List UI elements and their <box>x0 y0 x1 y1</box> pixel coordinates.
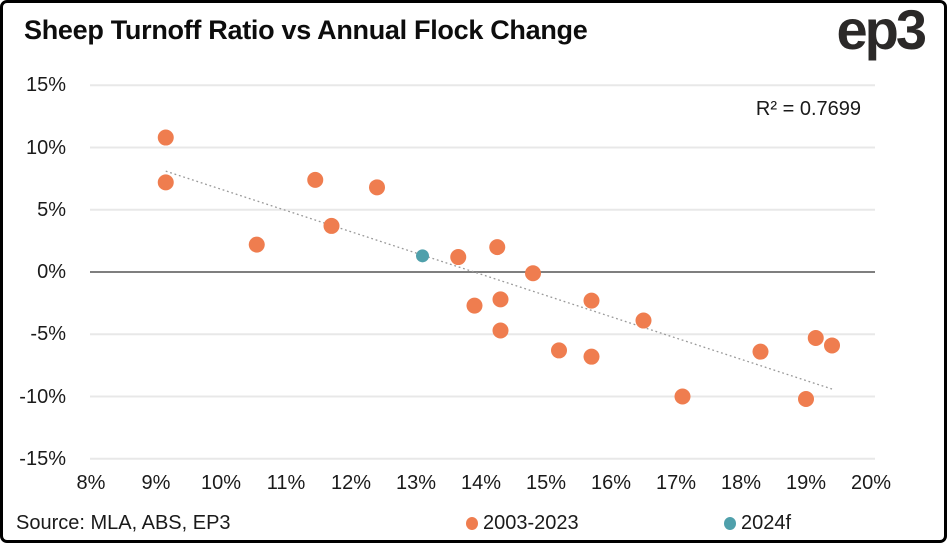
legend-item-2024f: 2024f <box>724 512 791 535</box>
y-tick-label: 10% <box>25 136 66 159</box>
x-tick-label: 18% <box>720 472 762 494</box>
x-tick-label: 17% <box>655 472 697 494</box>
x-tick-label: 19% <box>785 472 827 494</box>
ep3-logo: ep3 <box>836 0 927 61</box>
scatter-point-2003-2023 <box>824 337 840 354</box>
scatter-point-2003-2023 <box>583 292 600 309</box>
legend-marker-2024f-icon <box>724 517 736 530</box>
scatter-plot <box>90 84 875 460</box>
scatter-point-2003-2023 <box>798 390 814 407</box>
x-tick-label: 15% <box>525 472 567 494</box>
scatter-point-2003-2023 <box>674 388 691 405</box>
scatter-point-2024f <box>416 249 429 263</box>
scatter-point-2003-2023 <box>248 236 265 253</box>
y-tick-label: 5% <box>37 198 66 221</box>
y-tick-label: -10% <box>19 385 66 408</box>
source-note: Source: MLA, ABS, EP3 <box>16 512 231 534</box>
scatter-point-2003-2023 <box>307 171 324 188</box>
scatter-point-2003-2023 <box>450 249 467 266</box>
scatter-point-2003-2023 <box>489 239 506 256</box>
x-tick-label: 13% <box>395 472 437 494</box>
x-tick-label: 16% <box>590 472 632 494</box>
y-tick-label: 0% <box>37 261 66 283</box>
scatter-point-2003-2023 <box>525 265 541 282</box>
x-tick-label: 10% <box>200 472 242 494</box>
scatter-point-2003-2023 <box>323 217 340 234</box>
scatter-point-2003-2023 <box>752 343 769 360</box>
scatter-point-2003-2023 <box>157 129 174 146</box>
x-tick-label: 9% <box>141 472 171 494</box>
x-tick-label: 20% <box>850 472 892 494</box>
x-tick-label: 8% <box>76 472 106 494</box>
scatter-point-2003-2023 <box>492 291 509 308</box>
scatter-point-2003-2023 <box>157 174 174 191</box>
scatter-point-2003-2023 <box>466 297 483 314</box>
legend-marker-2003-2023-icon <box>466 517 478 530</box>
scatter-point-2003-2023 <box>492 322 509 339</box>
chart-title: Sheep Turnoff Ratio vs Annual Flock Chan… <box>24 15 588 45</box>
legend-item-2003-2023: 2003-2023 <box>466 512 579 535</box>
trend-line <box>165 170 833 390</box>
scatter-point-2003-2023 <box>583 348 600 365</box>
y-tick-label: -5% <box>30 323 66 346</box>
x-tick-label: 12% <box>330 472 372 494</box>
scatter-point-2003-2023 <box>635 312 652 329</box>
r-squared-label: R² = 0.7699 <box>755 98 861 120</box>
y-tick-label: -15% <box>19 447 66 470</box>
x-tick-label: 11% <box>266 472 306 494</box>
scatter-point-2003-2023 <box>807 329 824 346</box>
scatter-point-2003-2023 <box>369 179 385 196</box>
scatter-point-2003-2023 <box>551 342 567 359</box>
y-tick-label: 15% <box>25 74 66 97</box>
x-tick-label: 14% <box>460 472 502 494</box>
legend-label-2003-2023: 2003-2023 <box>483 512 579 534</box>
legend-label-2024f: 2024f <box>741 512 792 534</box>
